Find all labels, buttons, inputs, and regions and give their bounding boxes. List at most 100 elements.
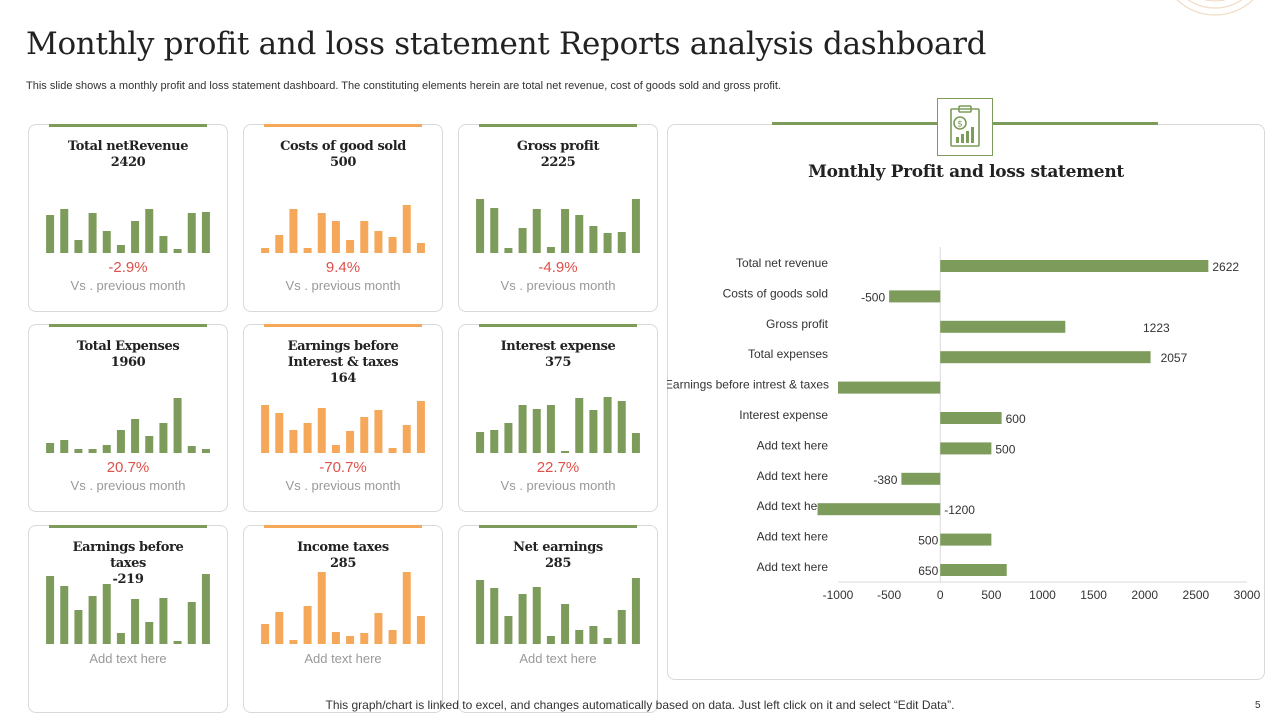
mini-bar	[346, 636, 355, 644]
card-value: 375	[545, 355, 571, 370]
mini-bar	[546, 405, 555, 453]
mini-bar	[145, 209, 154, 253]
page-subtitle: This slide shows a monthly profit and lo…	[26, 80, 781, 92]
mini-bar	[303, 606, 312, 644]
card-value: 500	[330, 155, 356, 170]
mini-bar	[303, 423, 312, 453]
mini-bar	[575, 215, 584, 253]
mini-bar	[532, 409, 541, 453]
card-title: Net earnings 285	[459, 540, 657, 572]
card-accent-line	[264, 124, 422, 127]
x-tick-label: 1500	[1080, 588, 1107, 602]
x-tick-label: 500	[981, 588, 1001, 602]
mini-bar	[88, 449, 97, 453]
mini-bar	[289, 640, 298, 644]
card-title-label: Interest expense	[500, 339, 616, 354]
footer-note: This graph/chart is linked to excel, and…	[325, 698, 955, 712]
category-label: Interest expense	[739, 408, 828, 422]
bar	[889, 290, 941, 303]
card-title-label: Earnings before Interest & taxes	[287, 339, 399, 370]
kpi-card: Costs of good sold 500 9.4% Vs . previous m…	[243, 124, 443, 312]
mini-bar	[46, 576, 55, 644]
mini-bar	[317, 572, 326, 644]
card-comparison-note: Vs . previous month	[285, 278, 401, 293]
mini-bar	[131, 221, 140, 253]
category-label: Add text here	[757, 438, 829, 452]
card-title: Earnings before Interest & taxes 164	[244, 339, 442, 387]
report-clipboard-icon: $	[937, 98, 993, 156]
bar	[940, 320, 1066, 333]
card-title-label: Total netRevenue	[67, 139, 189, 154]
mini-bar	[617, 232, 626, 253]
mini-bar	[173, 641, 182, 644]
mini-bar	[631, 433, 640, 453]
mini-bar	[575, 630, 584, 644]
category-label: Total expenses	[748, 347, 828, 361]
mini-bar	[102, 231, 111, 253]
card-accent-line	[479, 124, 637, 127]
category-label: Add text here	[757, 530, 829, 544]
mini-bar	[331, 445, 340, 453]
mini-bar	[88, 596, 97, 644]
mini-bar	[261, 248, 270, 253]
mini-bar-chart	[261, 205, 425, 253]
x-tick-label: 3000	[1234, 588, 1261, 602]
card-value: 2225	[540, 155, 576, 170]
x-tick-label: 1000	[1029, 588, 1056, 602]
pnl-chart-card	[667, 124, 1265, 680]
bar	[940, 412, 1002, 424]
mini-bar	[116, 633, 125, 644]
mini-bar	[131, 419, 140, 453]
card-accent-line	[264, 525, 422, 528]
card-title-label: Income taxes	[297, 540, 389, 555]
mini-bar	[102, 584, 111, 644]
mini-bar	[490, 430, 499, 453]
card-accent-line	[49, 324, 207, 327]
card-value: 2420	[110, 155, 146, 170]
mini-bar	[159, 236, 168, 253]
mini-bar	[331, 221, 340, 253]
mini-bar	[388, 237, 397, 253]
category-label: Add text here	[757, 560, 829, 574]
mini-bar	[173, 249, 182, 253]
data-label: 2622	[1212, 260, 1239, 274]
card-placeholder-text: Add text here	[519, 651, 597, 666]
bar	[940, 351, 1151, 364]
bar	[817, 503, 941, 516]
kpi-card: Total netRevenue 2420 -2.9% Vs . previous m…	[28, 124, 228, 312]
mini-bar	[518, 405, 527, 453]
mini-bar	[46, 443, 55, 453]
mini-bar	[317, 213, 326, 253]
mini-bar	[289, 430, 298, 453]
mini-bar	[187, 213, 196, 253]
card-title: Gross profit 2225	[459, 139, 657, 171]
chart-title: Monthly Profit and loss statement	[808, 162, 1124, 182]
mini-bar	[575, 398, 584, 453]
mini-bar	[261, 624, 270, 644]
mini-bar-chart	[476, 578, 640, 644]
mini-bar	[360, 417, 369, 453]
mini-bar	[187, 446, 196, 453]
card-title: Total netRevenue 2420	[29, 139, 227, 171]
mini-bar	[589, 410, 598, 453]
card-title: Costs of good sold 500	[244, 139, 442, 171]
bar	[838, 381, 941, 394]
card-accent-line	[479, 525, 637, 528]
card-title-label: Total Expenses	[76, 339, 180, 354]
mini-bar	[603, 638, 612, 644]
x-tick-label: 0	[937, 588, 944, 602]
mini-bar	[261, 405, 270, 453]
card-comparison-note: Vs . previous month	[70, 278, 186, 293]
data-label: -500	[861, 290, 885, 304]
mini-bar	[74, 610, 83, 644]
mini-bar	[102, 445, 111, 453]
mini-bar	[201, 574, 210, 644]
card-comparison-note: Vs . previous month	[500, 278, 616, 293]
mini-bar	[561, 604, 570, 644]
card-title: Earnings before taxes -219	[29, 540, 227, 588]
decorative-circles-icon	[1176, 0, 1254, 16]
kpi-card: Total Expenses 1960 20.7% Vs . previous mon…	[28, 324, 228, 512]
card-value: 285	[330, 556, 356, 571]
mini-bar	[88, 213, 97, 253]
card-accent-line	[479, 324, 637, 327]
